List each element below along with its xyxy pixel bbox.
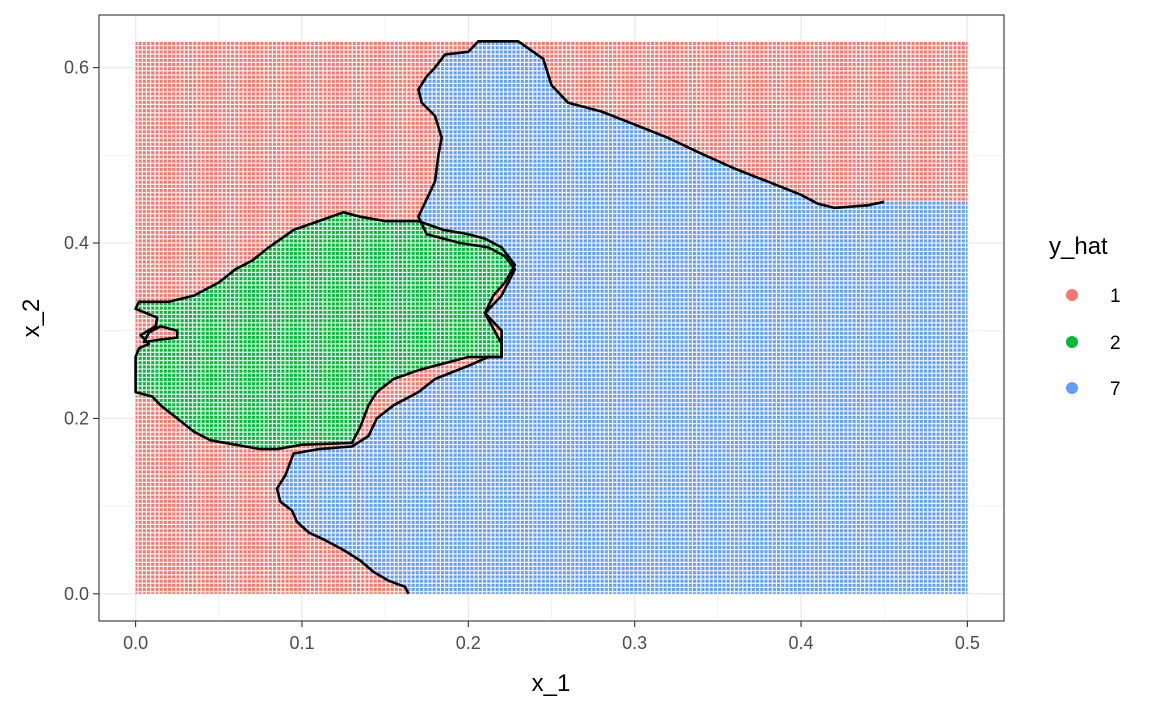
x-tick-label: 0.3 <box>622 633 647 653</box>
legend-entry-7: 7 <box>1066 379 1121 400</box>
legend-entry-1: 1 <box>1066 286 1121 307</box>
legend-key-2 <box>1066 336 1078 348</box>
boundary-contour-class-7 <box>275 40 885 595</box>
legend-entry-2: 2 <box>1066 333 1121 354</box>
y-tick-label: 0.4 <box>64 233 89 253</box>
region-layer <box>134 40 968 595</box>
x-tick-label: 0.2 <box>456 633 481 653</box>
x-tick-label: 0.1 <box>289 633 314 653</box>
y-tick-label: 0.0 <box>64 584 89 604</box>
boundary-contour-class-1-pocket <box>142 325 179 344</box>
x-axis-title: x_1 <box>532 670 571 697</box>
y-axis-title: x_2 <box>18 299 45 338</box>
y-tick-label: 0.6 <box>64 58 89 78</box>
legend-label-7: 7 <box>1110 379 1121 400</box>
x-tick-label: 0.5 <box>955 633 980 653</box>
legend-key-1 <box>1066 289 1078 301</box>
legend: y_hat 1 2 7 <box>1049 233 1121 400</box>
region-class-7 <box>277 41 968 594</box>
x-tick-label: 0.0 <box>123 633 148 653</box>
legend-key-7 <box>1066 382 1078 394</box>
boundary-contour-class-2 <box>134 211 517 451</box>
x-tick-label: 0.4 <box>789 633 814 653</box>
legend-title: y_hat <box>1049 233 1108 260</box>
panel-border <box>98 14 1005 622</box>
legend-label-2: 2 <box>1110 333 1121 354</box>
legend-label-1: 1 <box>1110 286 1121 307</box>
region-class-2 <box>135 212 515 450</box>
y-tick-label: 0.2 <box>64 408 89 428</box>
axis-layer: 0.0 0.1 0.2 0.3 0.4 0.5 0.0 0.2 0.4 0.6 <box>64 58 980 653</box>
